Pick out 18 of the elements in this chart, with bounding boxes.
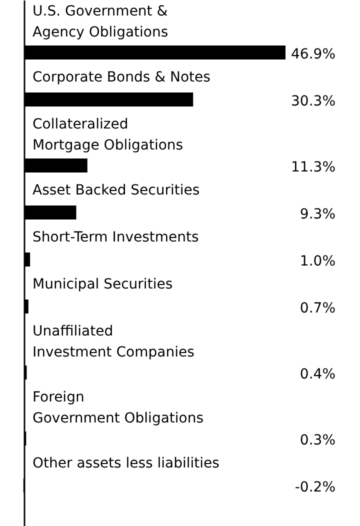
data-label: 0.4%	[300, 366, 336, 382]
y-tick-label: Collateralized Mortgage Obligations	[32, 116, 184, 154]
data-label: 46.9%	[291, 46, 336, 62]
data-label: -0.2%	[294, 480, 336, 496]
y-tick-label: Municipal Securities	[32, 276, 173, 292]
y-tick-label: Corporate Bonds & Notes	[32, 70, 210, 86]
data-label: 30.3%	[291, 94, 336, 110]
y-tick-label: Unaffiliated Investment Companies	[32, 324, 194, 360]
y-tick-label: U.S. Government & Agency Obligations	[32, 4, 168, 40]
data-label: 0.3%	[300, 432, 336, 448]
data-label: 0.7%	[300, 300, 336, 316]
y-tick-label: Foreign Government Obligations	[32, 390, 204, 426]
y-tick-label: Other assets less liabilities	[32, 456, 220, 472]
y-tick-label: Short-Term Investments	[32, 230, 199, 246]
y-tick-label: Asset Backed Securities	[32, 182, 200, 198]
data-label: 1.0%	[300, 254, 336, 270]
data-label: 9.3%	[300, 206, 336, 222]
data-label: 11.3%	[291, 160, 336, 176]
